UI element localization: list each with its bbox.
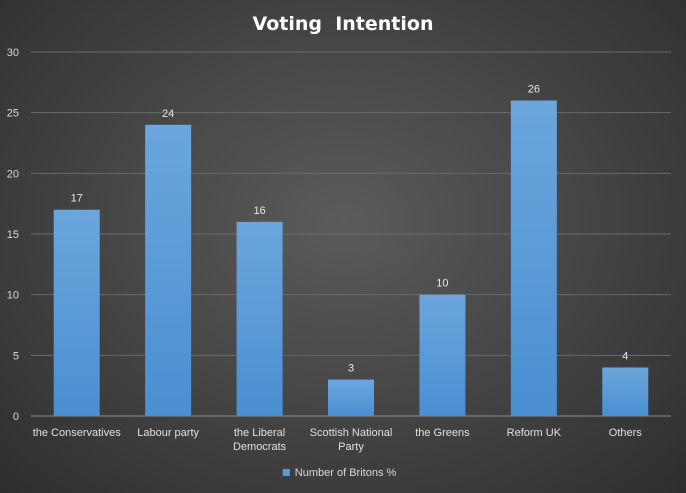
x-tick-label: Democrats	[233, 441, 287, 453]
data-label: 26	[528, 84, 540, 96]
x-tick-label: Party	[338, 441, 364, 453]
x-tick-label: the Greens	[415, 427, 470, 439]
y-tick-label: 30	[7, 47, 19, 59]
bar	[510, 100, 557, 417]
data-label: 4	[622, 350, 628, 362]
data-label: 16	[253, 205, 265, 217]
y-tick-label: 15	[7, 229, 19, 241]
x-tick-label: the Conservatives	[33, 427, 122, 439]
x-tick-label: the Liberal	[234, 427, 285, 439]
bar	[419, 294, 466, 416]
data-label: 3	[348, 363, 354, 375]
legend-label: Number of Britons %	[295, 467, 397, 479]
bar	[236, 221, 283, 416]
x-tick-label: Others	[609, 427, 643, 439]
y-tick-label: 25	[7, 108, 19, 120]
bar	[145, 124, 192, 417]
y-tick-label: 10	[7, 290, 19, 302]
chart-title: Voting Intention	[253, 13, 434, 35]
bar	[53, 209, 100, 416]
y-tick-label: 20	[7, 168, 19, 180]
x-tick-label: Scottish National	[310, 427, 393, 439]
x-tick-label: Reform UK	[507, 427, 562, 439]
data-label: 17	[71, 193, 83, 205]
legend-swatch	[282, 469, 290, 476]
y-tick-label: 5	[13, 350, 19, 362]
data-label: 24	[162, 108, 174, 120]
bar	[328, 379, 374, 416]
y-tick-label: 0	[13, 411, 19, 423]
legend: Number of Britons %	[282, 467, 397, 479]
x-tick-label: Labour party	[137, 427, 199, 439]
data-label: 10	[436, 278, 448, 290]
bar	[602, 367, 649, 416]
